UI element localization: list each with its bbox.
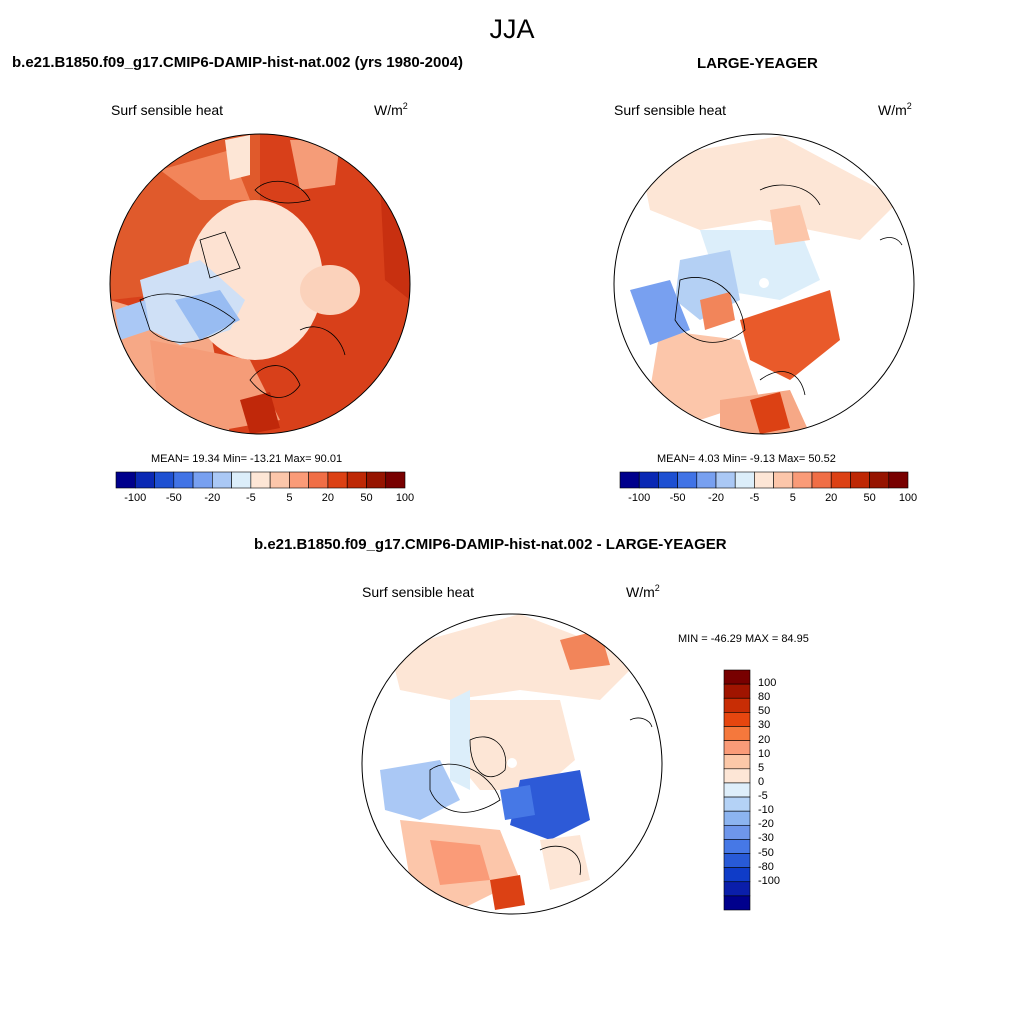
colorbar-label: -100	[758, 874, 781, 887]
colorbar-label: 10	[758, 747, 771, 760]
colorbar-label: -50	[758, 846, 774, 859]
panel-2-units: W/m2	[878, 101, 912, 118]
colorbar-label: -5	[245, 492, 256, 504]
colorbar-label: -50	[165, 492, 182, 504]
panel-3-title: b.e21.B1850.f09_g17.CMIP6-DAMIP-hist-nat…	[254, 536, 727, 553]
colorbar-label: 0	[758, 775, 765, 788]
colorbar-label: -100	[124, 492, 147, 504]
panel-3-units: W/m2	[626, 583, 660, 600]
colorbar-label: 20	[758, 733, 771, 746]
colorbar-label: 50	[360, 492, 373, 504]
colorbar-label: 80	[758, 691, 771, 704]
colorbar-label: -100	[628, 492, 651, 504]
colorbar-label: -5	[749, 492, 760, 504]
colorbar-box	[723, 683, 751, 699]
colorbar-box	[888, 471, 909, 489]
colorbar-box	[723, 810, 751, 826]
colorbar-label: 20	[321, 492, 335, 504]
colorbar-box	[723, 768, 751, 784]
colorbar-label: 30	[758, 719, 771, 732]
colorbar-box	[723, 881, 751, 897]
colorbar-label: 50	[758, 705, 771, 718]
colorbar-label: -80	[758, 860, 774, 873]
panel-3-variable: Surf sensible heat	[362, 584, 475, 600]
colorbar-box	[723, 796, 751, 812]
colorbar-box	[723, 839, 751, 854]
colorbar-label: 5	[758, 761, 765, 774]
panel-2-variable: Surf sensible heat	[614, 102, 727, 118]
colorbar-label: 100	[898, 492, 918, 504]
colorbar-box	[723, 824, 751, 840]
colorbar-box	[723, 782, 751, 798]
panel-2-stats: MEAN= 4.03 Min= -9.13 Max= 50.52	[657, 453, 836, 465]
colorbar-label: 50	[863, 492, 876, 504]
colorbar-box	[723, 754, 751, 770]
colorbar-box	[723, 853, 751, 868]
colorbar-box	[723, 697, 751, 713]
colorbar-label: 100	[395, 492, 415, 504]
colorbar-box	[723, 867, 751, 883]
colorbar-label: -10	[758, 804, 774, 817]
colorbar-label: -20	[708, 492, 724, 504]
colorbar-label: -5	[758, 790, 768, 803]
colorbar-label: -20	[758, 818, 774, 831]
colorbar-box	[723, 895, 751, 911]
panel-1-stats: MEAN= 19.34 Min= -13.21 Max= 90.01	[151, 453, 343, 465]
panel-1-units: W/m2	[374, 101, 408, 118]
colorbar-label: 5	[789, 492, 796, 504]
panel-3-stats: MIN = -46.29 MAX = 84.95	[678, 633, 809, 645]
colorbar-box	[723, 669, 751, 685]
panel-3-arctic-ocean	[455, 700, 575, 790]
colorbar-box	[723, 740, 751, 756]
panel-1-variable: Surf sensible heat	[111, 102, 224, 118]
colorbar-label: 100	[758, 677, 777, 690]
panel-1-title: b.e21.B1850.f09_g17.CMIP6-DAMIP-hist-nat…	[12, 54, 464, 71]
colorbar-label: 20	[825, 492, 838, 504]
panel-3-field-north	[390, 614, 640, 700]
panel-2-warm-anomaly	[740, 290, 840, 380]
colorbar-label: 5	[286, 492, 293, 504]
panel-2-field-north	[640, 136, 900, 240]
figure-title: JJA	[489, 14, 535, 44]
colorbar-label: -50	[669, 492, 686, 504]
colorbar-box	[723, 712, 751, 727]
colorbar-label: -30	[758, 832, 774, 845]
colorbar-box	[723, 726, 751, 741]
panel-2-title: LARGE-YEAGER	[697, 55, 818, 72]
colorbar-label: -20	[204, 492, 221, 504]
colorbar-box	[385, 471, 406, 489]
